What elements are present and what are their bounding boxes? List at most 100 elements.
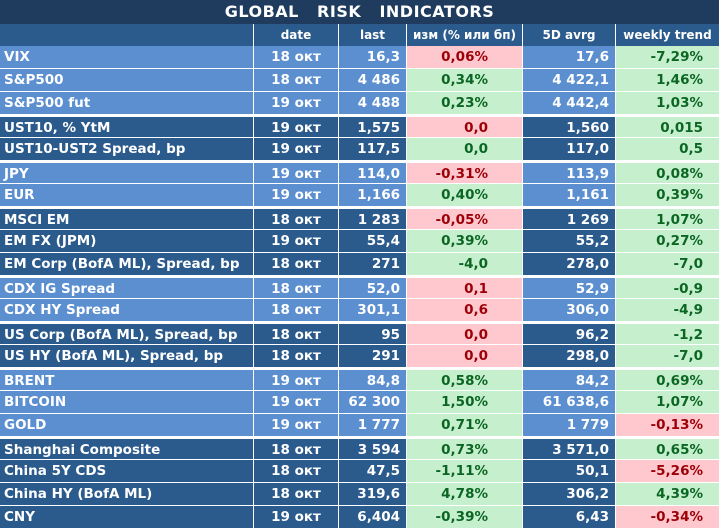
- cell-name: UST10, % YtM: [0, 115, 254, 138]
- table-row: MSCI EM 18 окт 1 283 -0,05% 1 269 1,07%: [0, 207, 719, 230]
- cell-last: 114,0: [339, 161, 407, 184]
- cell-name: JPY: [0, 161, 254, 184]
- cell-last: 291: [339, 345, 407, 368]
- table-row: BRENT 19 окт 84,8 0,58% 84,2 0,69%: [0, 368, 719, 391]
- cell-avg: 1 269: [523, 207, 616, 230]
- cell-name: CDX IG Spread: [0, 276, 254, 299]
- table-row: UST10-UST2 Spread, bp 19 окт 117,5 0,0 117,0…: [0, 138, 719, 161]
- table-row: US Corp (BofA ML), Spread, bp 18 окт 95 0,0…: [0, 322, 719, 345]
- cell-trend: 0,69%: [616, 368, 719, 391]
- cell-change: 0,0: [407, 322, 523, 345]
- header-trend: weekly trend: [616, 24, 719, 46]
- cell-trend: -1,2: [616, 322, 719, 345]
- cell-avg: 52,9: [523, 276, 616, 299]
- cell-avg: 4 422,1: [523, 69, 616, 92]
- cell-last: 271: [339, 253, 407, 276]
- cell-avg: 306,2: [523, 483, 616, 506]
- table-row: EM FX (JPM) 19 окт 55,4 0,39% 55,2 0,27%: [0, 230, 719, 253]
- cell-name: CNY: [0, 506, 254, 529]
- cell-change: 0,1: [407, 276, 523, 299]
- cell-change: 0,73%: [407, 437, 523, 460]
- cell-avg: 306,0: [523, 299, 616, 322]
- cell-last: 1 777: [339, 414, 407, 437]
- cell-trend: 0,08%: [616, 161, 719, 184]
- cell-last: 6,404: [339, 506, 407, 529]
- cell-last: 1,575: [339, 115, 407, 138]
- cell-change: 0,6: [407, 299, 523, 322]
- table-title: GLOBAL RISK INDICATORS: [0, 0, 719, 24]
- cell-trend: -7,29%: [616, 46, 719, 69]
- cell-name: CDX HY Spread: [0, 299, 254, 322]
- cell-change: 0,0: [407, 345, 523, 368]
- table-row: BITCOIN 19 окт 62 300 1,50% 61 638,6 1,07%: [0, 391, 719, 414]
- cell-name: S&P500 fut: [0, 92, 254, 115]
- cell-change: -1,11%: [407, 460, 523, 483]
- cell-change: 0,71%: [407, 414, 523, 437]
- cell-change: 0,23%: [407, 92, 523, 115]
- cell-date: 19 окт: [254, 138, 339, 161]
- cell-date: 19 окт: [254, 506, 339, 529]
- cell-avg: 17,6: [523, 46, 616, 69]
- cell-last: 47,5: [339, 460, 407, 483]
- cell-avg: 1 779: [523, 414, 616, 437]
- table-row: VIX 18 окт 16,3 0,06% 17,6 -7,29%: [0, 46, 719, 69]
- cell-trend: 0,015: [616, 115, 719, 138]
- cell-trend: -7,0: [616, 253, 719, 276]
- cell-last: 4 486: [339, 69, 407, 92]
- header-row: date last изм (% или бп) 5D avrg weekly …: [0, 24, 719, 46]
- cell-change: 1,50%: [407, 391, 523, 414]
- cell-last: 117,5: [339, 138, 407, 161]
- cell-avg: 96,2: [523, 322, 616, 345]
- header-avg: 5D avrg: [523, 24, 616, 46]
- cell-date: 18 окт: [254, 46, 339, 69]
- cell-date: 19 окт: [254, 414, 339, 437]
- cell-avg: 3 571,0: [523, 437, 616, 460]
- cell-name: Shanghai Composite: [0, 437, 254, 460]
- cell-change: -4,0: [407, 253, 523, 276]
- cell-avg: 117,0: [523, 138, 616, 161]
- cell-change: 4,78%: [407, 483, 523, 506]
- cell-trend: 0,65%: [616, 437, 719, 460]
- cell-last: 301,1: [339, 299, 407, 322]
- cell-avg: 50,1: [523, 460, 616, 483]
- cell-name: S&P500: [0, 69, 254, 92]
- cell-avg: 55,2: [523, 230, 616, 253]
- cell-name: GOLD: [0, 414, 254, 437]
- cell-trend: -5,26%: [616, 460, 719, 483]
- cell-trend: 0,27%: [616, 230, 719, 253]
- cell-change: 0,0: [407, 138, 523, 161]
- cell-name: BRENT: [0, 368, 254, 391]
- cell-trend: 0,39%: [616, 184, 719, 207]
- cell-last: 62 300: [339, 391, 407, 414]
- cell-change: -0,05%: [407, 207, 523, 230]
- cell-trend: -0,34%: [616, 506, 719, 529]
- cell-name: BITCOIN: [0, 391, 254, 414]
- cell-change: 0,06%: [407, 46, 523, 69]
- cell-avg: 298,0: [523, 345, 616, 368]
- cell-date: 19 окт: [254, 184, 339, 207]
- cell-date: 18 окт: [254, 460, 339, 483]
- cell-name: US Corp (BofA ML), Spread, bp: [0, 322, 254, 345]
- cell-date: 19 окт: [254, 115, 339, 138]
- cell-date: 18 окт: [254, 276, 339, 299]
- cell-trend: 1,07%: [616, 207, 719, 230]
- cell-avg: 1,161: [523, 184, 616, 207]
- cell-date: 18 окт: [254, 299, 339, 322]
- cell-date: 18 окт: [254, 483, 339, 506]
- table-row: China 5Y CDS 18 окт 47,5 -1,11% 50,1 -5,26%: [0, 460, 719, 483]
- cell-name: EUR: [0, 184, 254, 207]
- table-row: US HY (BofA ML), Spread, bp 18 окт 291 0,0 2…: [0, 345, 719, 368]
- header-last: last: [339, 24, 407, 46]
- cell-trend: -7,0: [616, 345, 719, 368]
- header-date: date: [254, 24, 339, 46]
- cell-change: 0,0: [407, 115, 523, 138]
- cell-change: 0,34%: [407, 69, 523, 92]
- cell-last: 16,3: [339, 46, 407, 69]
- cell-avg: 4 442,4: [523, 92, 616, 115]
- table-row: UST10, % YtM 19 окт 1,575 0,0 1,560 0,015: [0, 115, 719, 138]
- cell-last: 95: [339, 322, 407, 345]
- cell-date: 18 окт: [254, 253, 339, 276]
- cell-date: 19 окт: [254, 92, 339, 115]
- cell-last: 1 283: [339, 207, 407, 230]
